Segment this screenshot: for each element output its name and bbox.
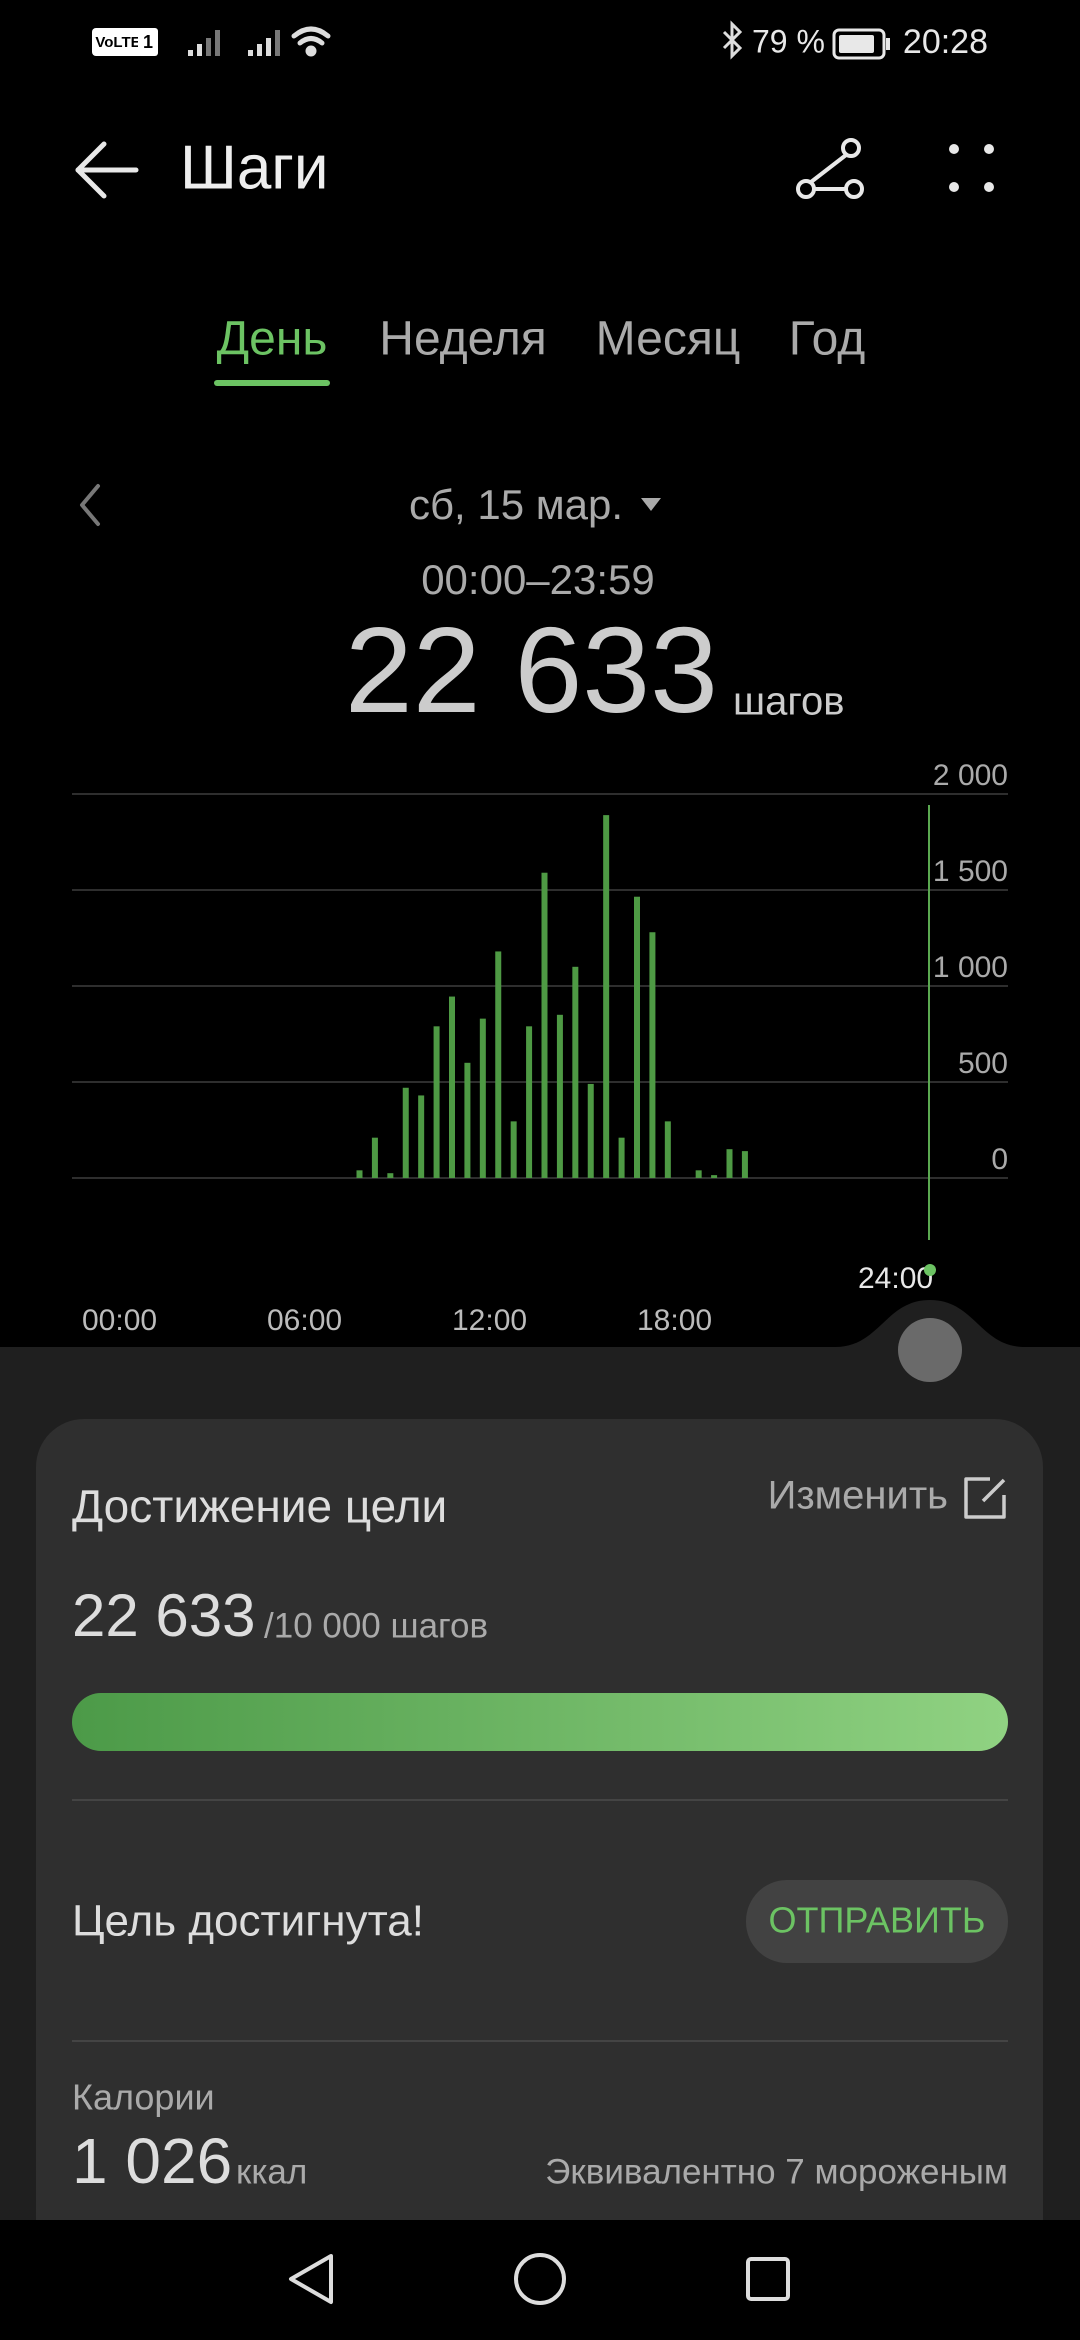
- total-unit: шагов: [733, 680, 845, 724]
- nav-back[interactable]: [289, 2254, 333, 2304]
- prev-day[interactable]: [80, 484, 100, 526]
- y-tick-label: 2 000: [933, 759, 1008, 792]
- time-range: 00:00–23:59: [421, 556, 655, 603]
- calories-label: Калории: [72, 2077, 215, 2118]
- bluetooth-icon: [722, 20, 743, 60]
- bar: [634, 896, 640, 1178]
- x-tick-label: 00:00: [82, 1304, 157, 1337]
- tab-year[interactable]: Год: [789, 313, 865, 366]
- goal-progress: [72, 1693, 1008, 1751]
- wifi-icon: [291, 26, 331, 57]
- bar: [479, 1018, 486, 1178]
- y-tick-label: 1 000: [933, 951, 1008, 984]
- goal-steps: 22 633: [72, 1582, 256, 1649]
- nav-home[interactable]: [514, 2253, 566, 2305]
- goal-target: /10 000 шагов: [264, 1606, 488, 1645]
- nav-recents[interactable]: [746, 2257, 790, 2301]
- menu-button[interactable]: [949, 144, 994, 192]
- bar: [711, 1175, 718, 1178]
- calories-value: 1 026: [72, 2125, 232, 2197]
- back-button[interactable]: [75, 141, 139, 199]
- edit-goal[interactable]: Изменить: [768, 1474, 948, 1518]
- goal-title: Достижение цели: [72, 1480, 447, 1532]
- sim-text: 1: [143, 32, 153, 52]
- battery-level: [839, 35, 874, 53]
- battery-percent: 79 %: [752, 23, 825, 59]
- bar: [603, 815, 610, 1178]
- y-tick-label: 500: [958, 1047, 1008, 1080]
- signal-1: [188, 30, 220, 56]
- bar: [510, 1121, 517, 1178]
- tab-month[interactable]: Месяц: [596, 313, 741, 366]
- share-button[interactable]: [796, 138, 864, 199]
- sim-badge: [138, 28, 158, 56]
- bar: [371, 1137, 378, 1178]
- nav-bar: [0, 2220, 1080, 2340]
- cursor-dot: [924, 1264, 936, 1276]
- tab-indicator: [214, 380, 330, 386]
- bar: [402, 1087, 409, 1178]
- bar: [526, 1026, 533, 1178]
- goal-card: [36, 1419, 1043, 2319]
- bar: [433, 1026, 440, 1178]
- tab-day[interactable]: День: [217, 313, 328, 366]
- goal-status: Цель достигнута!: [72, 1897, 424, 1946]
- x-tick-label: 18:00: [637, 1304, 712, 1337]
- total-steps: 22 633: [345, 602, 718, 738]
- bar: [618, 1137, 625, 1178]
- bar: [495, 951, 502, 1178]
- send-label[interactable]: ОТПРАВИТЬ: [769, 1900, 986, 1941]
- volte-text: VoLTE: [95, 34, 140, 51]
- battery-icon: [832, 28, 886, 60]
- send-button[interactable]: [746, 1880, 1008, 1963]
- battery-tip: [886, 38, 890, 50]
- date-dropdown[interactable]: [641, 498, 661, 511]
- page-title: Шаги: [180, 133, 329, 202]
- steps-chart: 0 500 1 000 1 500 2 000 00:00 06:00 12:00 18:00: [72, 759, 1008, 1337]
- x-tick-label: 12:00: [452, 1304, 527, 1337]
- y-tick-label: 1 500: [933, 855, 1008, 888]
- date-picker[interactable]: сб, 15 мар.: [409, 481, 623, 528]
- bar: [664, 1121, 671, 1178]
- bar: [556, 1014, 563, 1178]
- bar: [541, 872, 548, 1178]
- tab-week[interactable]: Неделя: [379, 313, 546, 366]
- signal-2: [248, 30, 280, 56]
- bar: [741, 1151, 748, 1178]
- bar: [387, 1173, 394, 1178]
- bar: [649, 932, 656, 1178]
- volte-badge: [92, 28, 144, 56]
- bar: [449, 996, 455, 1178]
- bar: [356, 1170, 363, 1178]
- y-tick-label: 0: [991, 1143, 1008, 1176]
- bar: [572, 966, 579, 1178]
- calories-unit: ккал: [236, 2152, 307, 2191]
- bar: [695, 1170, 702, 1178]
- edit-icon[interactable]: [964, 1477, 1006, 1519]
- bar: [418, 1095, 425, 1178]
- bar: [464, 1062, 471, 1178]
- x-tick-label: 06:00: [267, 1304, 342, 1337]
- bar: [587, 1083, 594, 1178]
- calories-equivalent: Эквивалентно 7 мороженым: [545, 2152, 1008, 2191]
- clock: 20:28: [903, 23, 988, 61]
- cursor-knob[interactable]: [898, 1318, 962, 1382]
- bar: [726, 1149, 733, 1178]
- cursor-label: 24:00: [858, 1262, 933, 1295]
